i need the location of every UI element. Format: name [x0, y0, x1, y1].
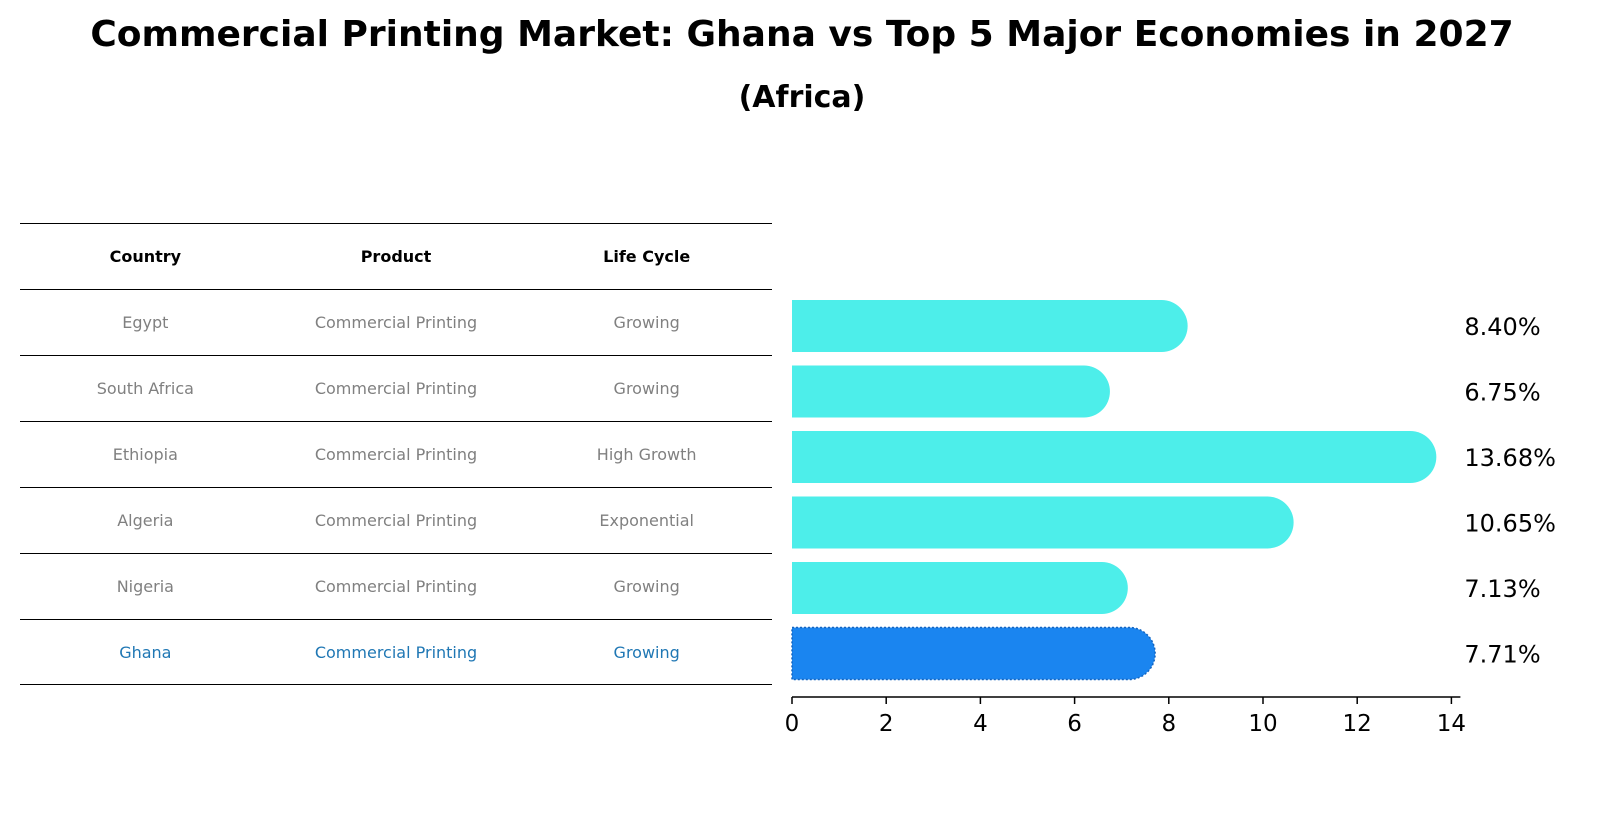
value-label: 13.68%: [1464, 444, 1556, 472]
x-tick-label: 14: [1437, 711, 1466, 737]
cell-country: Ethiopia: [112, 445, 178, 464]
cell-life-cycle: Growing: [613, 313, 680, 332]
cell-life-cycle: Exponential: [599, 511, 694, 530]
cell-country: Algeria: [117, 511, 174, 530]
cell-product: Commercial Printing: [314, 511, 478, 530]
cell-product: Commercial Printing: [314, 313, 478, 332]
x-tick-label: 0: [785, 711, 800, 737]
x-tick-label: 12: [1343, 711, 1372, 737]
cell-country: Ghana: [119, 642, 172, 662]
value-label: 10.65%: [1464, 510, 1556, 538]
cell-product: Commercial Printing: [314, 642, 478, 662]
data-table: Country Product Life Cycle Egypt Commerc…: [20, 223, 772, 685]
value-label: 7.71%: [1464, 641, 1540, 669]
header-country: Country: [109, 247, 182, 266]
bar-egypt: [792, 300, 1188, 352]
x-tick-label: 2: [879, 711, 894, 737]
chart-subtitle: (Africa): [738, 80, 866, 115]
x-tick-label: 6: [1067, 711, 1082, 737]
bar-nigeria: [792, 562, 1128, 614]
x-tick-label: 4: [973, 711, 988, 737]
table-row: Egypt Commercial Printing Growing: [20, 289, 772, 355]
bar-ghana: [791, 626, 1156, 681]
cell-life-cycle: High Growth: [596, 445, 697, 464]
cell-country: Nigeria: [116, 577, 174, 596]
cell-country: South Africa: [96, 379, 194, 398]
x-tick-label: 10: [1248, 711, 1277, 737]
x-tick-label: 8: [1161, 711, 1176, 737]
value-label: 7.13%: [1464, 575, 1540, 603]
value-label: 8.40%: [1464, 313, 1540, 341]
bar-algeria: [792, 496, 1294, 549]
table-row: Algeria Commercial Printing Exponential: [20, 487, 772, 553]
cell-product: Commercial Printing: [314, 379, 478, 398]
header-product: Product: [360, 247, 432, 266]
table-header-row: Country Product Life Cycle: [20, 223, 772, 289]
bar-south-africa: [792, 365, 1110, 418]
table-row: South Africa Commercial Printing Growing: [20, 355, 772, 421]
table-row-highlighted: Ghana Commercial Printing Growing: [20, 619, 772, 685]
table-row: Nigeria Commercial Printing Growing: [20, 553, 772, 619]
cell-product: Commercial Printing: [314, 445, 478, 464]
cell-life-cycle: Growing: [613, 577, 680, 596]
chart-title: Commercial Printing Market: Ghana vs Top…: [90, 14, 1514, 55]
value-label: 6.75%: [1464, 379, 1540, 407]
cell-product: Commercial Printing: [314, 577, 478, 596]
cell-life-cycle: Growing: [613, 379, 680, 398]
bar-ethiopia: [792, 431, 1437, 483]
header-life-cycle: Life Cycle: [603, 247, 691, 266]
table-row: Ethiopia Commercial Printing High Growth: [20, 421, 772, 487]
cell-life-cycle: Growing: [613, 642, 680, 662]
cell-country: Egypt: [122, 313, 169, 332]
